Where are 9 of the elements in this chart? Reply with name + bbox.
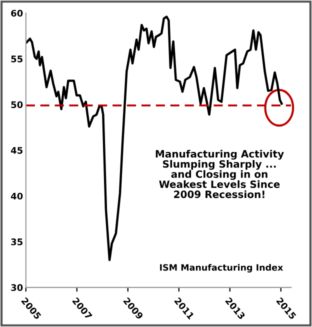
- y-tick-label: 30: [11, 284, 23, 291]
- y-tick-label: 40: [10, 192, 23, 200]
- y-tick-label: 55: [11, 56, 22, 62]
- annotation: Manufacturing Activity Slumping Sharply ... and Closing in on Weakest Levels Since 2009 Recession!: [156, 150, 284, 198]
- y-tick-label: 35: [11, 238, 22, 246]
- y-tick-label: 50: [11, 101, 23, 108]
- y-tick-label: 60: [11, 10, 23, 17]
- y-tick-label: 45: [10, 147, 22, 154]
- annotation: ISM Manufacturing Index: [160, 264, 284, 272]
